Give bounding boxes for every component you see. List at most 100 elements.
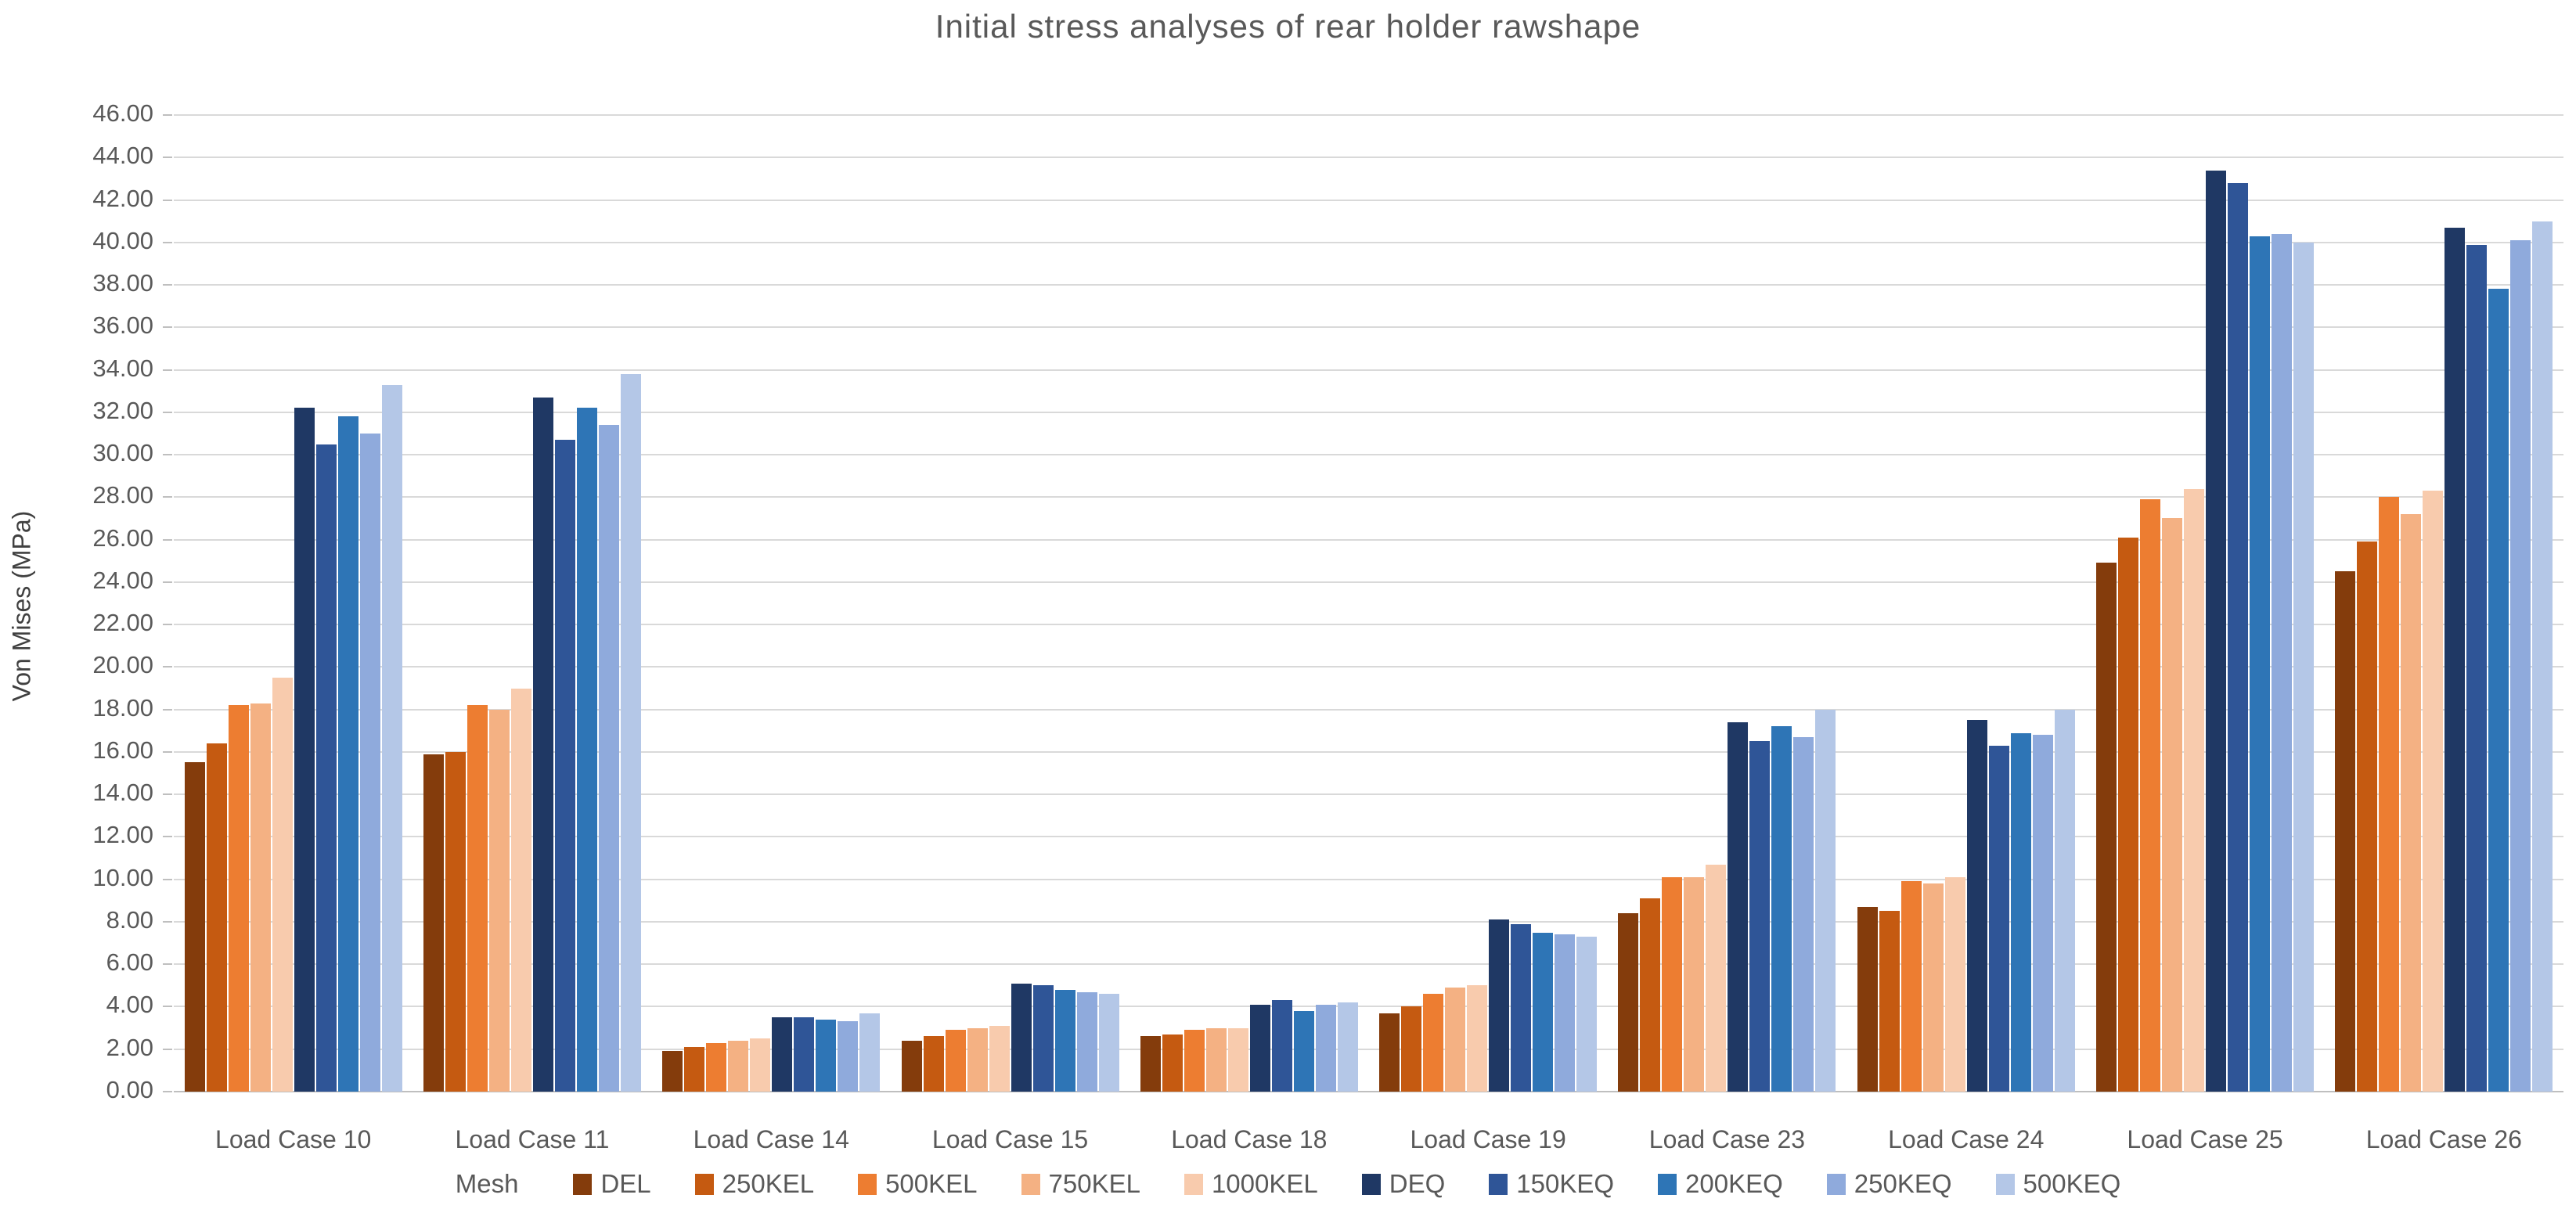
y-tick xyxy=(163,538,172,541)
gridline xyxy=(174,708,2563,711)
legend-swatch-icon xyxy=(858,1173,877,1195)
bar-deq-load-case-14 xyxy=(772,1017,793,1092)
bar-500kel-load-case-14 xyxy=(706,1042,727,1092)
bar-250kel-load-case-18 xyxy=(1162,1034,1183,1092)
y-tick-label: 38.00 xyxy=(92,269,153,297)
y-tick-label: 46.00 xyxy=(92,99,153,127)
gridline xyxy=(174,836,2563,838)
bar-group-load-case-25 xyxy=(2085,115,2324,1092)
bar-1000kel-load-case-25 xyxy=(2184,488,2205,1092)
x-axis-label-load-case-15: Load Case 15 xyxy=(931,1125,1089,1153)
bar-750kel-load-case-14 xyxy=(728,1040,749,1092)
x-axis-label-load-case-23: Load Case 23 xyxy=(1648,1125,1806,1153)
bar-500keq-load-case-19 xyxy=(1576,936,1598,1092)
gridline xyxy=(174,326,2563,329)
bar-150keq-load-case-25 xyxy=(2228,182,2249,1092)
bar-groups xyxy=(174,115,2563,1092)
bar-150keq-load-case-19 xyxy=(1511,923,1532,1092)
legend-entry-250keq: 250KEQ xyxy=(1826,1169,1952,1199)
bar-200keq-load-case-26 xyxy=(2488,289,2509,1092)
bar-750kel-load-case-26 xyxy=(2401,514,2422,1092)
y-tick-label: 40.00 xyxy=(92,226,153,254)
gridline xyxy=(174,284,2563,286)
legend-swatch-icon xyxy=(1658,1173,1677,1195)
y-tick-label: 28.00 xyxy=(92,481,153,509)
bar-250keq-load-case-19 xyxy=(1555,934,1576,1092)
bar-500kel-load-case-23 xyxy=(1662,876,1683,1092)
bar-500kel-load-case-11 xyxy=(467,705,488,1092)
x-axis-label-load-case-18: Load Case 18 xyxy=(1171,1125,1328,1153)
bar-1000kel-load-case-15 xyxy=(989,1025,1010,1092)
bar-deq-load-case-23 xyxy=(1728,721,1749,1092)
y-tick xyxy=(163,793,172,796)
legend-label: 150KEQ xyxy=(1516,1169,1615,1198)
legend-swatch-icon xyxy=(573,1173,593,1195)
bar-250keq-load-case-18 xyxy=(1315,1004,1336,1092)
y-tick xyxy=(163,750,172,753)
bar-200keq-load-case-15 xyxy=(1054,989,1075,1092)
legend-entry-1000kel: 1000KEL xyxy=(1184,1169,1318,1199)
y-tick-label: 16.00 xyxy=(92,736,153,764)
bar-250kel-load-case-19 xyxy=(1401,1006,1422,1092)
y-tick-label: 10.00 xyxy=(92,863,153,891)
legend-entry-200keq: 200KEQ xyxy=(1658,1169,1783,1199)
bar-150keq-load-case-11 xyxy=(554,440,575,1092)
gridline xyxy=(174,920,2563,923)
bar-del-load-case-25 xyxy=(2096,563,2117,1092)
bar-1000kel-load-case-14 xyxy=(750,1038,771,1092)
bar-group-load-case-19 xyxy=(1368,115,1607,1092)
legend-label: 500KEL xyxy=(885,1169,978,1198)
y-tick xyxy=(163,708,172,711)
bar-750kel-load-case-23 xyxy=(1684,876,1705,1092)
bar-200keq-load-case-10 xyxy=(337,416,358,1092)
bar-200keq-load-case-24 xyxy=(2010,732,2031,1092)
y-tick xyxy=(163,1006,172,1008)
y-tick-label: 2.00 xyxy=(106,1033,153,1061)
gridline xyxy=(174,496,2563,498)
bar-del-load-case-10 xyxy=(184,762,205,1092)
legend-entry-deq: DEQ xyxy=(1361,1169,1445,1199)
y-tick-label: 34.00 xyxy=(92,354,153,382)
bar-200keq-load-case-18 xyxy=(1293,1010,1314,1092)
y-tick-label: 30.00 xyxy=(92,439,153,467)
bar-250kel-load-case-14 xyxy=(684,1047,705,1092)
gridline xyxy=(174,369,2563,371)
bar-del-load-case-23 xyxy=(1618,913,1639,1092)
legend-entry-500kel: 500KEL xyxy=(858,1169,978,1199)
bar-250kel-load-case-24 xyxy=(1879,911,1900,1092)
gridline xyxy=(174,793,2563,796)
bar-250kel-load-case-26 xyxy=(2357,542,2378,1092)
x-axis-label-load-case-25: Load Case 25 xyxy=(2127,1125,2283,1153)
bar-200keq-load-case-25 xyxy=(2250,236,2271,1092)
bar-250kel-load-case-11 xyxy=(445,751,466,1092)
y-tick xyxy=(163,878,172,880)
bar-deq-load-case-25 xyxy=(2206,170,2227,1092)
bar-1000kel-load-case-26 xyxy=(2423,491,2444,1092)
chart-title: Initial stress analyses of rear holder r… xyxy=(935,8,1641,45)
y-tick-label: 12.00 xyxy=(92,821,153,849)
legend-entry-500keq: 500KEQ xyxy=(1995,1169,2120,1199)
y-tick xyxy=(163,581,172,583)
bar-500kel-load-case-15 xyxy=(945,1030,966,1092)
gridline xyxy=(174,241,2563,243)
x-axis-label-load-case-26: Load Case 26 xyxy=(2365,1125,2522,1153)
bar-1000kel-load-case-18 xyxy=(1227,1027,1248,1092)
y-tick xyxy=(163,284,172,286)
y-tick xyxy=(163,454,172,456)
legend-label: 250KEQ xyxy=(1854,1169,1952,1198)
legend-entry-del: DEL xyxy=(573,1169,651,1199)
bar-250kel-load-case-25 xyxy=(2118,537,2139,1092)
y-tick-label: 20.00 xyxy=(92,651,153,679)
bar-250keq-load-case-24 xyxy=(2032,735,2053,1092)
bar-deq-load-case-19 xyxy=(1489,919,1510,1092)
bar-500kel-load-case-25 xyxy=(2140,499,2161,1092)
bar-500kel-load-case-19 xyxy=(1423,994,1444,1092)
legend-swatch-icon xyxy=(1489,1173,1508,1195)
gridline xyxy=(174,454,2563,456)
bar-250keq-load-case-23 xyxy=(1793,736,1814,1092)
gridline xyxy=(174,750,2563,753)
bar-deq-load-case-24 xyxy=(1966,720,1987,1092)
y-tick-label: 0.00 xyxy=(106,1076,153,1103)
bar-250kel-load-case-15 xyxy=(923,1036,944,1092)
legend-label: 200KEQ xyxy=(1685,1169,1783,1198)
